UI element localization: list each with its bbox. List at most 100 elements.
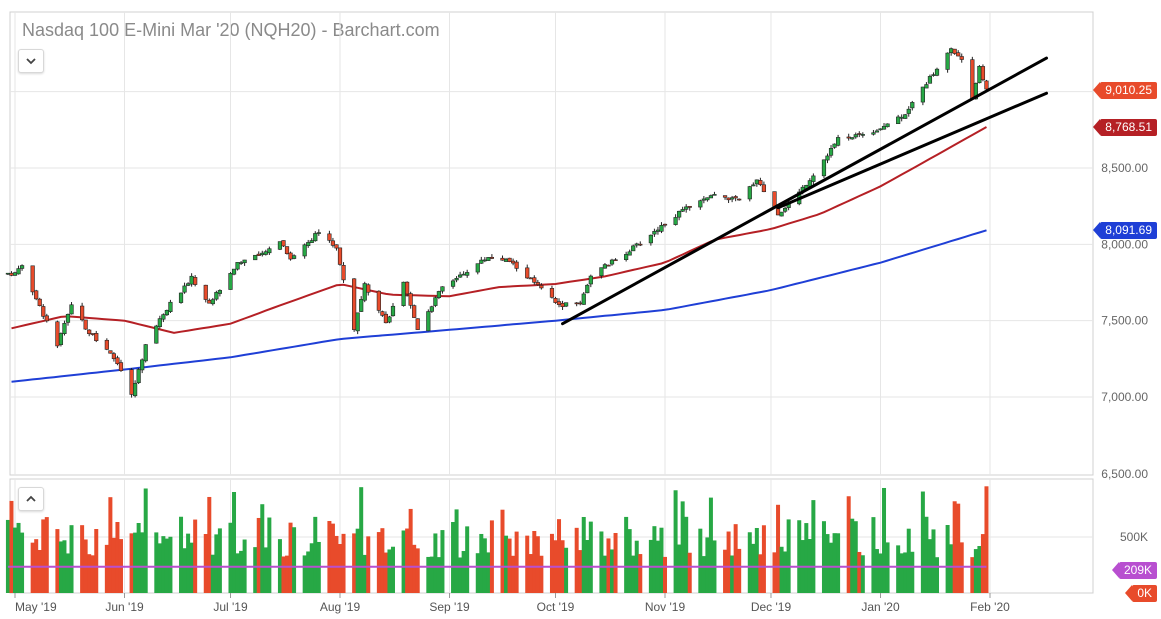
volume-bar: [638, 554, 643, 593]
volume-bar: [557, 519, 562, 593]
candle-body: [228, 273, 233, 290]
candle-body: [737, 198, 742, 201]
volume-bar: [860, 555, 865, 593]
candle-body: [832, 143, 837, 148]
candle-body: [217, 290, 222, 294]
volume-bar: [500, 509, 505, 593]
candle-body: [87, 329, 92, 335]
candle-body: [574, 302, 579, 305]
candle-body: [387, 316, 392, 323]
candle-body: [631, 245, 636, 252]
candle-body: [906, 108, 911, 114]
volume-bar: [973, 549, 978, 593]
volume-bar: [376, 532, 381, 593]
volume-bar: [504, 535, 509, 593]
candle-body: [560, 303, 565, 308]
volume-bar: [20, 532, 25, 593]
volume-bar: [352, 533, 357, 593]
candle-body: [482, 259, 487, 262]
volume-bar: [475, 553, 480, 593]
volume-bar: [832, 533, 837, 593]
trendline: [561, 56, 1049, 326]
candle-body: [366, 284, 371, 293]
volume-bar: [677, 544, 682, 593]
volume-bar: [829, 542, 834, 593]
candle-body: [362, 283, 367, 301]
volume-bar: [737, 548, 742, 593]
volume-bar: [129, 533, 134, 593]
candle-body: [556, 301, 562, 305]
volume-bar: [564, 547, 569, 593]
candle-body: [514, 261, 519, 269]
volume-bar: [825, 534, 830, 593]
volume-bar: [659, 527, 664, 593]
candle-body: [337, 247, 343, 265]
candle-body: [747, 186, 752, 200]
price-tick-label: 8,500.00: [1101, 161, 1148, 175]
candle-body: [970, 59, 975, 100]
volume-bar: [235, 553, 240, 593]
candle-body: [624, 254, 629, 260]
volume-bar: [133, 532, 138, 593]
volume-bar: [882, 487, 887, 593]
volume-bar: [458, 557, 463, 593]
candle-body: [532, 277, 537, 283]
volume-bar: [920, 491, 925, 593]
candle-body: [952, 48, 957, 54]
candle-body: [634, 243, 639, 246]
candle-body: [281, 240, 286, 247]
x-tick-label: Aug '19: [320, 600, 361, 614]
volume-bar: [532, 530, 537, 593]
candle-body: [104, 339, 109, 350]
volume-bar: [189, 542, 194, 593]
volume-bar: [924, 516, 929, 593]
candle-body: [899, 116, 904, 119]
collapse-dropdown-button[interactable]: [18, 49, 44, 73]
candle-body: [210, 299, 215, 305]
volume-bar: [433, 533, 438, 593]
volume-bar: [853, 521, 858, 593]
volume-bar: [758, 554, 763, 593]
candle-body: [129, 369, 134, 395]
volume-bar: [451, 522, 456, 593]
volume-bar: [906, 528, 911, 593]
candle-body: [133, 383, 138, 397]
candle-body: [436, 291, 442, 298]
chevron-down-icon: [26, 58, 36, 65]
candle-body: [807, 180, 812, 187]
volume-bar: [797, 520, 802, 593]
candle-body: [585, 284, 590, 294]
volume-bar: [87, 554, 92, 593]
candle-body: [486, 257, 491, 261]
volume-pane-toggle-button[interactable]: [18, 487, 44, 511]
volume-bar: [903, 552, 908, 593]
volume-bar: [698, 528, 703, 593]
volume-bar: [387, 549, 392, 593]
candle-body: [871, 132, 876, 135]
candle-body: [37, 298, 42, 306]
candle-body: [563, 302, 569, 307]
candle-body: [433, 297, 438, 306]
price-tick-label: 8,000.00: [1101, 237, 1148, 251]
candle-body: [726, 197, 731, 201]
volume-bar: [931, 529, 936, 593]
volume-bar: [108, 497, 113, 593]
volume-bar: [486, 552, 491, 593]
sma-long-line: [11, 229, 987, 383]
candle-body: [161, 314, 166, 320]
volume-bar: [341, 533, 346, 593]
volume-bar: [309, 543, 314, 593]
volume-bar: [779, 546, 784, 593]
candle-body: [94, 333, 99, 342]
volume-bar: [302, 555, 307, 593]
volume-bar: [140, 532, 145, 593]
volume-bar: [37, 549, 42, 593]
volume-bar: [599, 531, 604, 593]
candle-body: [235, 262, 240, 270]
volume-bar: [16, 522, 21, 593]
volume-bar: [143, 488, 148, 593]
candle-body: [62, 323, 67, 334]
candle-body: [90, 333, 95, 335]
volume-bar: [602, 555, 607, 593]
candle-body: [772, 191, 777, 208]
